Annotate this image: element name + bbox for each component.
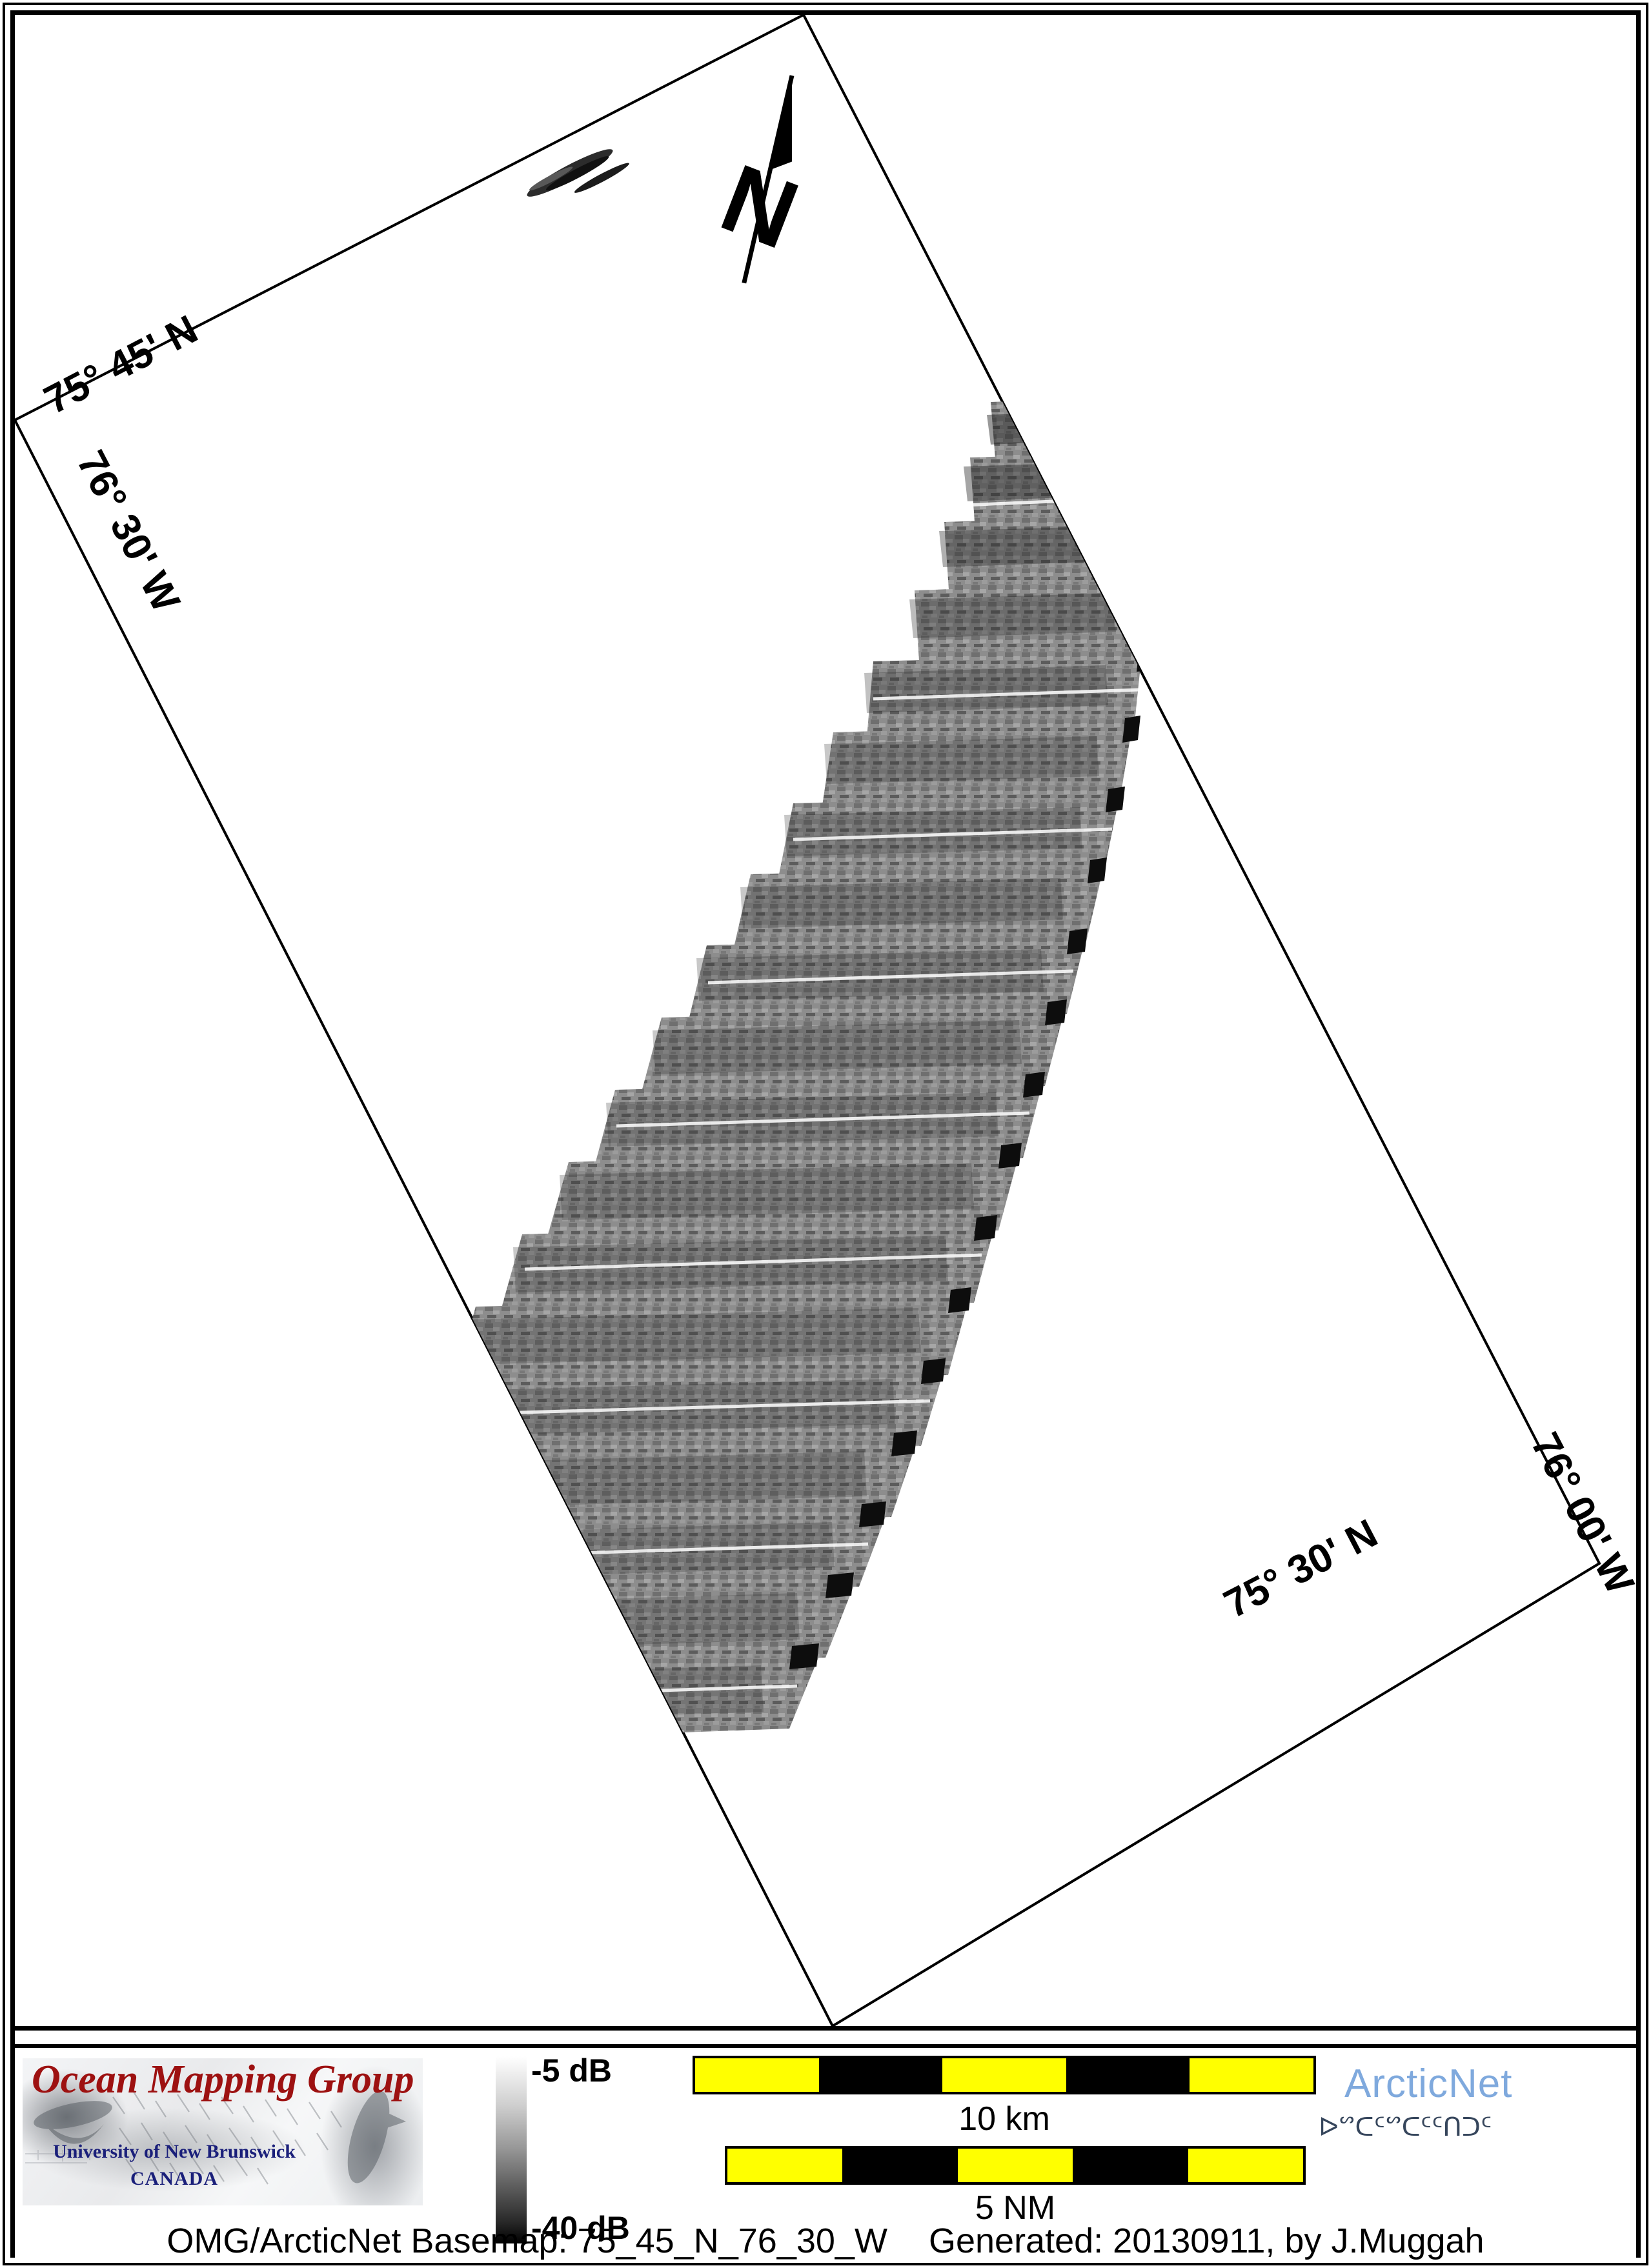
omg-sonar-backdrop	[25, 2091, 406, 2185]
swath-tail	[154, 1727, 673, 1823]
scalebar-km	[693, 2056, 1316, 2094]
omg-university: University of New Brunswick	[53, 2141, 296, 2162]
legend-panel: Ocean Mapping Group University of New Br…	[15, 2048, 1636, 2262]
legend-divider-top	[15, 2026, 1636, 2031]
scalebar-nm	[725, 2146, 1306, 2185]
map-canvas[interactable]: 75° 45' N 76° 30' W 76° 00' W 75° 30' N …	[15, 15, 1636, 2026]
caption-generated: Generated: 20130911, by J.Muggah	[928, 2222, 1484, 2260]
scalebar-segment	[942, 2058, 1066, 2092]
backscatter-colorbar	[496, 2056, 527, 2243]
legend-divider-bottom	[15, 2044, 1636, 2048]
arcticnet-wordmark: ArcticNet	[1344, 2062, 1513, 2106]
scalebar-segment	[695, 2058, 819, 2092]
scalebar-nm-label: 5 NM	[975, 2189, 1056, 2227]
map-panel[interactable]: 75° 45' N 76° 30' W 76° 00' W 75° 30' N …	[15, 15, 1636, 2026]
swath-fragment	[527, 149, 629, 197]
page-caption: OMG/ArcticNet Basemap: 75_45_N_76_30_W G…	[15, 2221, 1636, 2261]
scalebar-segment	[1066, 2058, 1190, 2092]
colorbar-min-label: -40 dB	[531, 2210, 630, 2246]
scalebar-segment	[842, 2149, 958, 2182]
scalebar-segment	[818, 2058, 943, 2092]
arcticnet-inuktitut-text: ᐅᔥᑕᑦᔥᑕᑦᑦᑎᑐᑦ	[1319, 2113, 1492, 2142]
colorbar-max-label: -5 dB	[531, 2052, 612, 2089]
omg-logo: Ocean Mapping Group University of New Br…	[23, 2058, 423, 2205]
omg-title: Ocean Mapping Group	[32, 2058, 414, 2102]
scalebar-segment	[957, 2149, 1073, 2182]
scalebar-segment	[1190, 2058, 1313, 2092]
scalebar-segment	[727, 2149, 843, 2182]
swath-edge-artifacts	[789, 646, 1155, 1669]
omg-country: CANADA	[130, 2168, 218, 2189]
scalebar-km-label: 10 km	[958, 2100, 1050, 2138]
scalebar-segment	[1188, 2149, 1304, 2182]
scalebar-segment	[1073, 2149, 1188, 2182]
caption-basemap: OMG/ArcticNet Basemap: 75_45_N_76_30_W	[167, 2222, 887, 2260]
